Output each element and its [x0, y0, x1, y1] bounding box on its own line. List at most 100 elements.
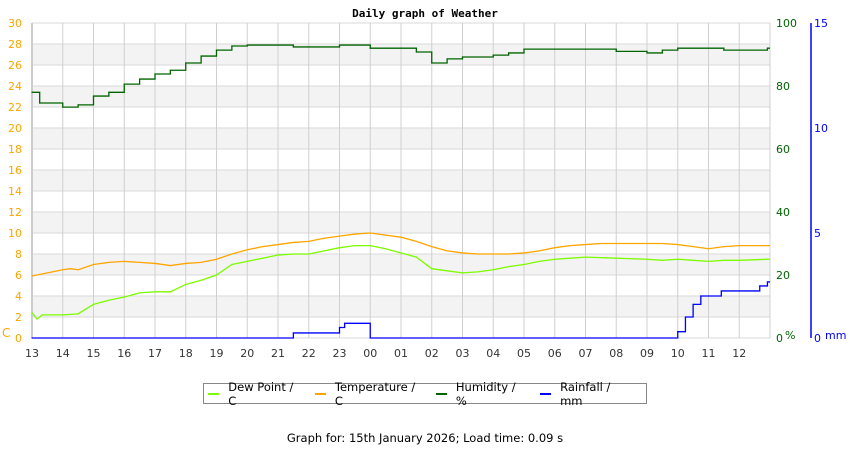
x-tick-label: 23 — [333, 347, 347, 360]
x-tick-label: 00 — [363, 347, 377, 360]
data-point — [723, 259, 725, 261]
data-point — [77, 313, 79, 315]
data-point — [154, 73, 156, 75]
data-point — [169, 291, 171, 293]
data-point — [584, 243, 587, 246]
data-point — [646, 242, 648, 245]
legend-swatch — [435, 392, 447, 395]
data-point — [123, 260, 125, 262]
data-point — [231, 263, 233, 266]
chart-title: Daily graph of Weather — [352, 7, 498, 20]
x-tick-label: 05 — [517, 347, 531, 360]
data-point — [108, 261, 110, 263]
data-point — [62, 106, 64, 108]
left-tick-label: 30 — [8, 17, 22, 30]
humidity-tick-label: 0 — [776, 332, 783, 345]
data-point — [584, 48, 587, 50]
data-point — [185, 262, 187, 265]
data-point — [766, 281, 769, 283]
left-tick-label: 16 — [8, 164, 22, 177]
data-point — [492, 269, 494, 271]
legend: Dew Point / C Temperature / C Humidity / %… — [203, 380, 647, 408]
data-point — [492, 54, 494, 56]
legend-item: Dew Point / C — [208, 380, 301, 408]
data-point — [92, 263, 95, 266]
data-point — [615, 50, 617, 52]
data-point — [92, 95, 95, 97]
data-point — [292, 46, 294, 48]
data-point — [415, 256, 417, 258]
legend-item: Humidity / % — [435, 380, 526, 408]
data-point — [700, 295, 702, 297]
data-point — [446, 270, 448, 272]
data-point — [338, 247, 341, 249]
x-tick-label: 14 — [56, 347, 70, 360]
legend-item: Temperature / C — [314, 380, 422, 408]
rainfall-unit-label: mm — [825, 329, 846, 342]
data-point — [400, 252, 402, 254]
data-point — [569, 245, 571, 247]
left-tick-label: 26 — [8, 59, 22, 72]
data-point — [39, 102, 41, 104]
x-tick-label: 07 — [579, 347, 593, 360]
data-point — [477, 253, 479, 255]
data-point — [692, 246, 694, 248]
data-point — [461, 56, 464, 58]
x-tick-label: 15 — [87, 347, 101, 360]
legend-swatch — [539, 392, 552, 395]
data-point — [292, 241, 294, 244]
series-line — [32, 44, 770, 108]
data-point — [538, 250, 540, 252]
data-point — [169, 69, 171, 71]
data-point — [31, 91, 33, 93]
data-point — [661, 242, 663, 245]
left-tick-label: 2 — [15, 311, 22, 324]
data-point — [246, 44, 248, 46]
left-tick-label: 10 — [8, 227, 22, 240]
data-point — [707, 248, 710, 250]
data-point — [661, 259, 663, 261]
data-point — [508, 52, 510, 54]
x-tick-label: 01 — [394, 347, 408, 360]
data-point — [523, 252, 525, 254]
data-point — [338, 235, 341, 237]
data-point — [492, 253, 494, 255]
x-tick-label: 04 — [486, 347, 500, 360]
rainfall-tick-label: 5 — [814, 227, 821, 240]
left-tick-label: 28 — [8, 38, 22, 51]
chart: Daily graph of Weather 02468101214161820… — [2, 7, 846, 360]
data-point — [692, 303, 694, 305]
data-point — [431, 246, 433, 248]
data-point — [308, 240, 310, 242]
data-point — [759, 285, 761, 287]
data-point — [415, 240, 417, 242]
rainfall-tick-label: 15 — [814, 17, 828, 30]
data-point — [246, 249, 248, 251]
left-tick-label: 18 — [8, 143, 22, 156]
data-point — [62, 314, 64, 316]
data-point — [200, 279, 202, 281]
data-point — [646, 258, 648, 260]
left-tick-label: 12 — [8, 206, 22, 219]
data-point — [231, 253, 233, 255]
data-point — [41, 314, 43, 316]
data-point — [661, 49, 663, 51]
left-tick-label: 22 — [8, 101, 22, 114]
x-tick-label: 17 — [148, 347, 162, 360]
data-point — [720, 290, 722, 292]
data-point — [215, 258, 218, 260]
left-unit-label: C — [2, 326, 10, 340]
data-point — [461, 252, 464, 254]
x-tick-label: 09 — [640, 347, 654, 360]
legend-label: Dew Point / C — [228, 379, 294, 408]
humidity-tick-label: 20 — [776, 269, 790, 282]
data-point — [415, 51, 417, 53]
data-point — [46, 272, 48, 274]
data-point — [646, 52, 648, 54]
data-point — [354, 245, 356, 247]
data-point — [292, 253, 294, 255]
data-point — [262, 246, 264, 248]
data-point — [323, 250, 325, 252]
data-point — [615, 257, 617, 259]
